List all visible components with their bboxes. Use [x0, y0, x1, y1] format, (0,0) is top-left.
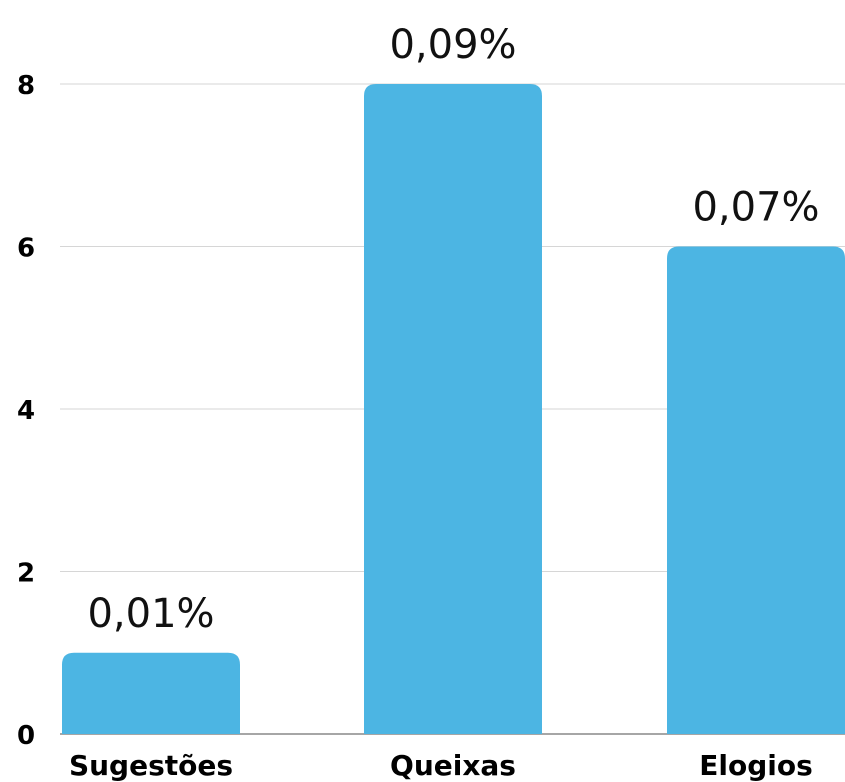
x-category-label: Queixas	[390, 749, 516, 782]
y-tick-label: 6	[17, 234, 35, 264]
data-label: 0,09%	[389, 22, 516, 68]
x-category-label: Elogios	[699, 749, 813, 782]
bar-elogios	[667, 246, 845, 734]
x-axis-categories: Sugestões Queixas Elogios	[69, 749, 813, 782]
y-tick-label: 8	[17, 71, 35, 101]
bars	[62, 84, 845, 734]
x-category-label: Sugestões	[69, 749, 233, 782]
data-label: 0,07%	[692, 185, 819, 231]
data-label: 0,01%	[87, 591, 214, 637]
data-labels: 0,01% 0,09% 0,07%	[87, 22, 819, 637]
y-tick-label: 2	[17, 559, 35, 589]
y-axis-ticks: 0 2 4 6 8	[17, 71, 35, 751]
y-tick-label: 4	[17, 396, 35, 426]
bar-queixas	[364, 84, 542, 734]
bar-sugestões	[62, 652, 240, 734]
y-tick-label: 0	[17, 721, 35, 751]
